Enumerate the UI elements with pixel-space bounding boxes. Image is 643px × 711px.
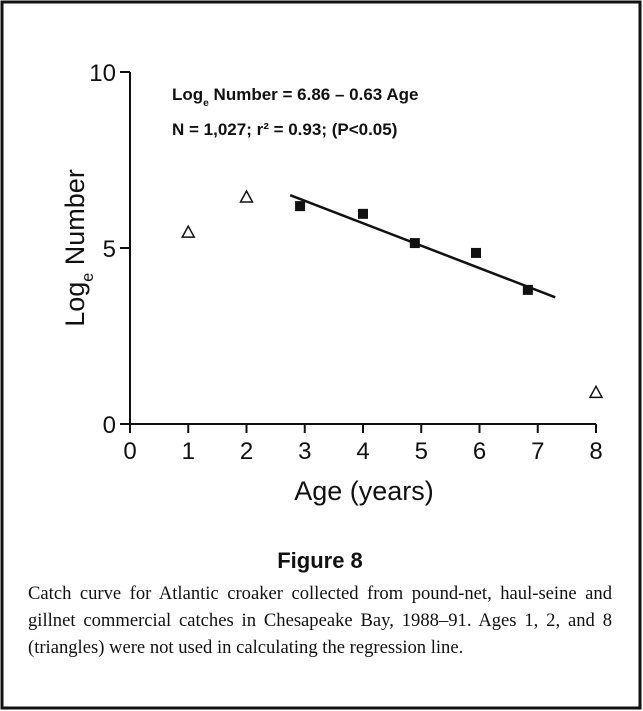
x-tick-label: 2 [240, 438, 253, 465]
stats: N = 1,027; r² = 0.93; (P<0.05) [172, 120, 397, 139]
text-part: N = 1,027; r² = 0.93; (P<0.05) [172, 120, 397, 139]
figure-caption: Catch curve for Atlantic croaker collect… [28, 583, 612, 658]
square-point [295, 201, 306, 212]
text-part: Log [60, 282, 90, 327]
x-tick-label: 4 [356, 438, 369, 465]
figure-title: Figure 8 [277, 548, 363, 573]
y-tick-label: 0 [103, 412, 116, 439]
x-tick-label: 6 [473, 438, 486, 465]
caption-box: Figure 8 Catch curve for Atlantic croake… [28, 548, 612, 661]
triangle-point [588, 384, 604, 399]
equation: Loge Number = 6.86 – 0.63 Age [172, 85, 418, 109]
x-tick-label: 1 [182, 438, 195, 465]
triangle-point [239, 189, 254, 203]
x-tick-label: 5 [415, 438, 428, 465]
x-tick-label: 7 [531, 438, 544, 465]
x-tick-label: 8 [589, 438, 602, 465]
text-part: Log [172, 85, 203, 104]
text-part: Number [60, 169, 90, 273]
square-point [522, 284, 533, 295]
y-tick-label: 10 [89, 60, 116, 87]
text-part: e [203, 98, 209, 109]
y-tick-label: 5 [103, 236, 116, 263]
text-part: Number = 6.86 – 0.63 Age [209, 85, 419, 104]
text-part: e [79, 273, 97, 282]
square-point [358, 208, 368, 219]
triangle-point [180, 224, 196, 238]
x-tick-label: 3 [298, 438, 311, 465]
square-point [471, 247, 482, 258]
x-axis-label: Age (years) [294, 476, 434, 506]
x-tick-label: 0 [123, 438, 136, 465]
y-axis-label: Loge Number [60, 169, 97, 327]
regression-line [289, 194, 556, 299]
